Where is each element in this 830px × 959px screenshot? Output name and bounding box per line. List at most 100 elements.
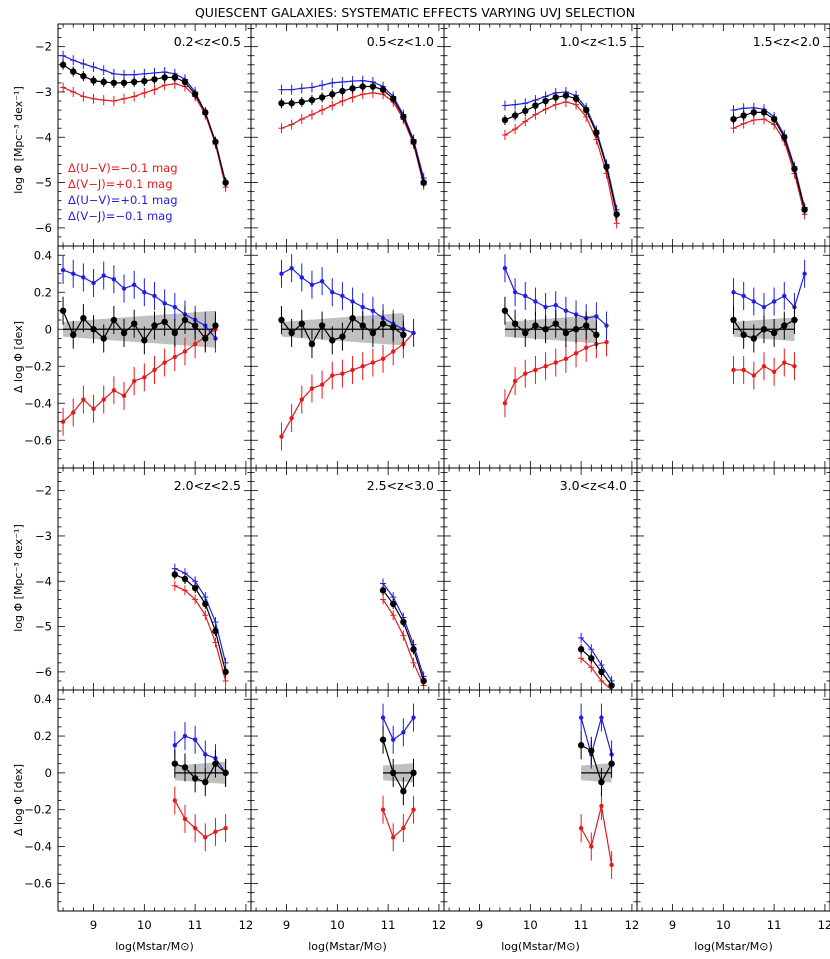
blue-point	[319, 278, 325, 284]
reference-point	[511, 320, 519, 327]
red-point	[792, 364, 797, 369]
reference-point	[583, 322, 590, 329]
x-tick-label: 9	[476, 918, 483, 932]
reference-point	[410, 646, 417, 653]
reference-point	[369, 83, 377, 90]
red-point	[192, 825, 198, 831]
panel-ticks	[58, 245, 251, 469]
reference-point	[770, 115, 778, 123]
reference-point	[588, 655, 595, 662]
redshift-label: 1.5<z<2.0	[753, 34, 820, 49]
reference-point	[730, 115, 737, 123]
reference-point	[420, 677, 427, 685]
red-point	[223, 825, 228, 831]
y-tick-label: −0.2	[24, 359, 52, 373]
x-tick-label: 10	[330, 918, 345, 932]
red-point	[370, 360, 376, 365]
blue-point	[131, 282, 137, 288]
panel-grid: 0.2<z<0.5 0.5<z<1.0 1.0<z<1.5 1.5<z<2.0 2.0<…	[24, 23, 830, 912]
redshift-label: 0.2<z<0.5	[174, 34, 241, 49]
y-tick-label: −0.4	[24, 396, 52, 410]
red-point	[391, 835, 396, 840]
blue-curve	[174, 568, 227, 663]
blue-point	[71, 271, 76, 276]
reference-point	[161, 318, 168, 326]
blue-point	[172, 304, 178, 310]
reference-point	[598, 668, 605, 676]
panel-mf-0-2: 2.0<z<2.5	[57, 467, 252, 691]
reference-point	[181, 575, 189, 583]
panel-plot-area	[730, 102, 808, 220]
reference-point	[181, 764, 189, 771]
reference-point	[760, 109, 768, 116]
blue-curve	[733, 273, 806, 309]
x-tick-label: 12	[239, 918, 254, 932]
blue-point	[599, 715, 604, 720]
reference-point	[781, 134, 788, 141]
x-axis-label: log(Mstar/M⊙)	[501, 940, 580, 953]
x-tick-label: 11	[188, 918, 203, 932]
x-tick-label: 9	[283, 918, 290, 932]
red-point	[604, 340, 609, 345]
red-point	[401, 825, 406, 831]
reference-point	[181, 78, 189, 86]
y-tick-label: −0.2	[24, 803, 52, 817]
panel-plot-area	[59, 50, 229, 193]
legend-entry: Δ(V−J)=−0.1 mag	[68, 209, 173, 223]
x-tick-label: 9	[669, 918, 676, 932]
reference-point	[770, 329, 778, 337]
red-point	[543, 364, 548, 369]
reference-point	[522, 329, 529, 337]
reference-point	[598, 778, 605, 786]
red-point	[60, 419, 66, 424]
blue-point	[370, 308, 376, 313]
y-tick-label: 0	[45, 322, 52, 336]
red-point	[192, 341, 198, 347]
panel-delta-0-1	[57, 245, 252, 469]
reference-point	[59, 61, 67, 68]
red-point	[523, 371, 528, 376]
reference-point	[308, 96, 316, 104]
red-point	[391, 349, 396, 354]
blue-point	[91, 280, 96, 286]
y-tick-label: −4	[35, 574, 52, 588]
reference-point	[90, 77, 97, 84]
red-curve	[174, 800, 226, 839]
reference-point	[583, 106, 590, 114]
red-point	[91, 406, 96, 411]
blue-curve	[733, 107, 806, 208]
panel-ticks	[444, 24, 637, 247]
reference-point	[791, 165, 798, 173]
reference-point	[542, 326, 549, 333]
red-curve	[580, 805, 613, 866]
x-tick-label: 10	[137, 918, 152, 932]
y-tick-label: −2	[35, 40, 52, 54]
reference-point	[59, 307, 67, 314]
red-point	[589, 844, 594, 849]
red-point	[533, 367, 538, 373]
reference-point	[308, 340, 316, 348]
red-point	[584, 345, 589, 350]
reference-point	[608, 760, 615, 767]
red-curve	[382, 809, 415, 839]
red-point	[182, 816, 188, 822]
reference-curve	[733, 111, 806, 210]
reference-point	[588, 747, 595, 754]
reference-curve	[382, 739, 415, 793]
blue-curve	[580, 637, 613, 682]
red-point	[162, 360, 167, 365]
panel-delta-1-1	[250, 245, 445, 469]
reference-point	[70, 68, 77, 75]
blue-point	[512, 290, 518, 295]
reference-point	[80, 72, 87, 80]
reference-point	[110, 316, 118, 324]
reference-point	[501, 307, 509, 314]
red-point	[411, 807, 416, 812]
reference-point	[339, 87, 346, 95]
reference-point	[100, 78, 107, 86]
panel-plot-area	[379, 703, 417, 852]
panel-ticks	[251, 689, 444, 912]
reference-point	[130, 320, 138, 327]
panel-ticks	[251, 468, 444, 691]
